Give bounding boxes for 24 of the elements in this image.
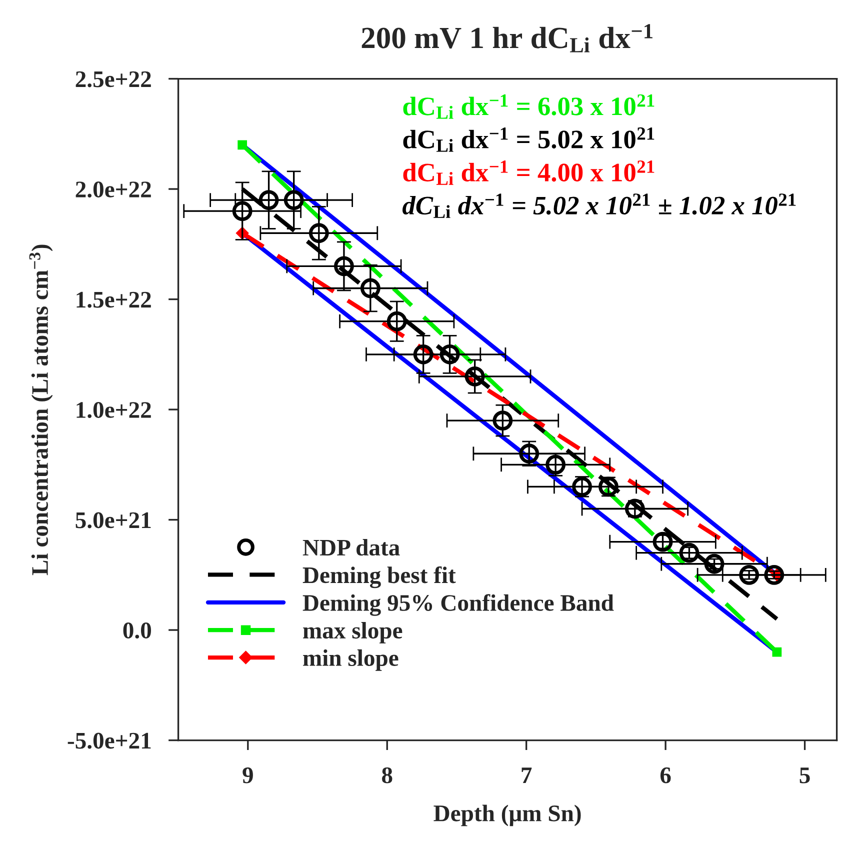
x-tick-label: 8	[382, 767, 392, 784]
legend-label: Deming 95% Confidence Band	[302, 594, 614, 616]
annotation: dC$_{Li}$ dx$^{−1}$ = 4.00 x 10$^{21}$	[403, 160, 654, 185]
annotation: dC$_{Li}$ dx$^{−1}$ = 5.02 x 10$^{21}$ ± 1.02 x 10$^{21}$	[402, 194, 796, 218]
y-tick-label: 1.5e+22	[76, 292, 151, 308]
y-tick-label: -5.0e+21	[68, 732, 151, 749]
x-tick-label: 9	[242, 767, 253, 784]
chart-title: 200 mV 1 hr dC$_{Li}$ dx$^{−1}$	[362, 24, 652, 52]
x-tick-label: 7	[522, 768, 532, 784]
x-tick-label: 5	[800, 768, 810, 784]
y-tick-label: 2.0e+22	[76, 182, 151, 198]
legend-label: Deming best fit	[302, 566, 456, 588]
y-axis-title: Li concentration (Li atoms cm$^{−3}$)	[29, 244, 53, 576]
legend-label: NDP data	[302, 539, 400, 556]
y-tick-label: 1.0e+22	[76, 402, 151, 418]
x-tick-label: 6	[660, 767, 671, 784]
legend-label: max slope	[303, 622, 402, 644]
annotation: dC$_{Li}$ dx$^{−1}$ = 5.02 x 10$^{21}$	[403, 127, 654, 152]
x-axis-title: Depth (μm Sn)	[434, 804, 581, 826]
annotation: dC$_{Li}$ dx$^{−1}$ = 6.03 x 10$^{21}$	[403, 94, 654, 119]
y-tick-label: 0.0	[123, 622, 152, 639]
y-tick-label: 2.5e+22	[76, 71, 151, 88]
y-tick-label: 5.0e+21	[76, 512, 151, 528]
legend-label: min slope	[303, 649, 398, 671]
